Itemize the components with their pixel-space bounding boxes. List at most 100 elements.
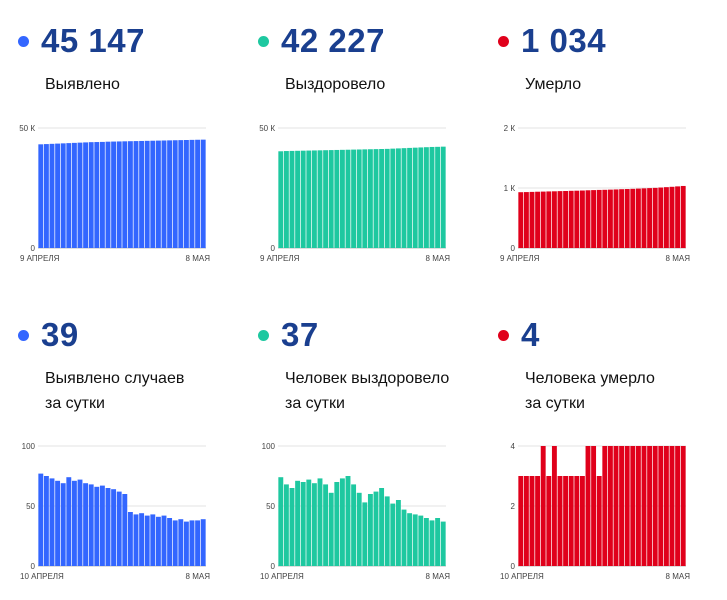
bar <box>49 143 55 248</box>
bar <box>300 150 306 248</box>
bar <box>43 144 49 248</box>
stat-label: Выявлено случаев за сутки <box>45 366 184 416</box>
bar <box>652 446 658 566</box>
y-tick-label: 50 К <box>259 124 275 133</box>
bar <box>390 503 396 566</box>
bar <box>630 188 636 248</box>
bar-chart: 0 1 К 2 К 9 АПРЕЛЯ 8 МАЯ <box>500 124 690 263</box>
bar <box>362 149 368 248</box>
bullet-dot-icon <box>258 329 269 341</box>
bar <box>384 496 390 566</box>
bar <box>630 446 636 566</box>
bar <box>423 518 429 566</box>
bar <box>167 140 173 248</box>
stat-label-line: за сутки <box>285 395 345 412</box>
bar <box>585 190 591 248</box>
bar <box>172 140 178 248</box>
bar <box>647 446 653 566</box>
bar <box>88 142 94 248</box>
y-tick-label: 0 <box>271 244 276 253</box>
bar <box>523 192 529 248</box>
bar <box>418 147 424 248</box>
stat-number: 4 <box>521 316 540 353</box>
bar-chart: 0 50 К 9 АПРЕЛЯ 8 МАЯ <box>19 124 210 263</box>
stat-number: 39 <box>41 316 79 353</box>
bar <box>334 149 340 248</box>
stat-label-line: Умерло <box>525 76 582 93</box>
x-start-label: 9 АПРЕЛЯ <box>260 254 300 263</box>
bar <box>390 148 396 248</box>
bar <box>356 492 362 566</box>
bar <box>94 142 100 248</box>
bar <box>111 489 117 566</box>
bar <box>283 484 289 566</box>
bar <box>563 191 569 248</box>
x-end-label: 8 МАЯ <box>666 572 691 581</box>
bar <box>418 515 424 566</box>
bar <box>195 139 201 248</box>
bar <box>323 150 329 248</box>
y-tick-label: 0 <box>271 562 276 571</box>
bar <box>55 143 61 248</box>
bar <box>401 509 407 566</box>
x-start-label: 9 АПРЕЛЯ <box>20 254 60 263</box>
bar <box>669 446 675 566</box>
y-tick-label: 0 <box>31 562 36 571</box>
bar <box>323 484 329 566</box>
bar <box>412 147 418 248</box>
bar <box>83 142 89 248</box>
bar <box>306 479 312 566</box>
bar <box>607 446 613 566</box>
bar <box>116 141 122 248</box>
bar <box>60 143 66 248</box>
bar <box>334 482 340 566</box>
bullet-dot-icon <box>18 35 29 47</box>
bar <box>161 140 167 248</box>
bar <box>613 189 619 248</box>
bar <box>139 140 145 248</box>
panel-deaths-daily: 4 Человека умерло за сутки 0 2 4 10 АПРЕЛЯ 8… <box>498 316 727 596</box>
bar <box>607 189 613 248</box>
bar <box>568 190 574 248</box>
y-tick-label: 100 <box>22 442 36 451</box>
x-start-label: 9 АПРЕЛЯ <box>500 254 540 263</box>
bar <box>379 488 385 566</box>
bar-chart: 0 2 4 10 АПРЕЛЯ 8 МАЯ <box>500 442 691 581</box>
stat-header: 37 <box>258 316 319 354</box>
bar <box>144 140 150 248</box>
bar <box>658 446 664 566</box>
stat-label: Выявлено <box>45 72 120 97</box>
bar <box>345 149 351 248</box>
bar-chart: 0 50 100 10 АПРЕЛЯ 8 МАЯ <box>20 442 210 581</box>
stat-label: Человека умерло за сутки <box>525 366 655 416</box>
bar <box>71 142 77 248</box>
bar <box>574 476 580 566</box>
bullet-dot-icon <box>498 35 509 47</box>
stat-label: Умерло <box>525 72 581 97</box>
bar <box>189 520 195 566</box>
bar <box>351 149 357 248</box>
y-tick-label: 0 <box>31 244 36 253</box>
bar <box>289 150 295 248</box>
bar <box>356 149 362 248</box>
bar <box>99 485 105 566</box>
stat-label-line: Выявлено <box>45 76 120 93</box>
panel-detected-daily: 39 Выявлено случаев за сутки 0 50 100 10 АП… <box>18 316 248 596</box>
stat-label: Человек выздоровело за сутки <box>285 366 449 416</box>
y-tick-label: 2 К <box>504 124 516 133</box>
panel-deaths-total: 1 034 Умерло 0 1 К 2 К 9 АПРЕЛЯ 8 МАЯ <box>498 22 727 282</box>
bar <box>613 446 619 566</box>
bar-chart: 0 50 100 10 АПРЕЛЯ 8 МАЯ <box>260 442 451 581</box>
bar <box>295 480 301 566</box>
x-start-label: 10 АПРЕЛЯ <box>20 572 64 581</box>
x-start-label: 10 АПРЕЛЯ <box>260 572 304 581</box>
bar <box>311 483 317 566</box>
bar <box>568 476 574 566</box>
bar <box>596 189 602 248</box>
bar <box>591 446 597 566</box>
bar <box>574 190 580 248</box>
panel-recovered-daily: 37 Человек выздоровело за сутки 0 50 100 10… <box>258 316 488 596</box>
bar <box>675 186 681 248</box>
x-end-label: 8 МАЯ <box>426 572 451 581</box>
bar <box>395 500 401 566</box>
